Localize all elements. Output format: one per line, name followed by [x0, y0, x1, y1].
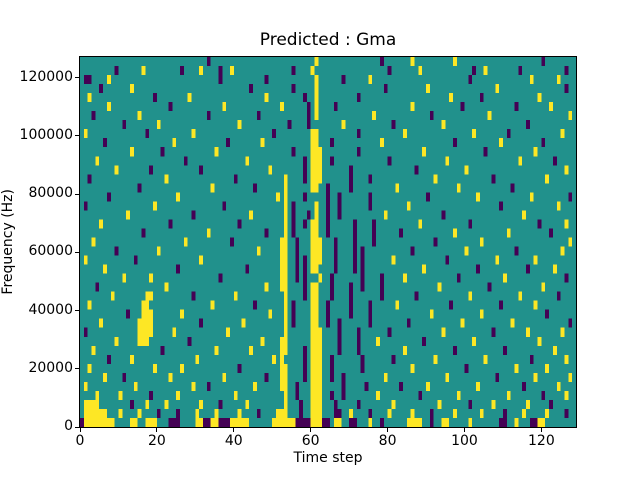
y-tick-mark	[75, 368, 79, 370]
y-tick-label: 40000	[28, 301, 73, 318]
y-tick-label: 100000	[19, 126, 73, 143]
y-tick-mark	[75, 135, 79, 137]
y-tick-label: 0	[64, 418, 73, 434]
x-tick-label: 120	[528, 433, 555, 449]
y-tick-mark	[75, 310, 79, 312]
x-tick-mark	[79, 428, 81, 432]
x-tick-label: 40	[224, 433, 243, 449]
y-tick-mark	[75, 251, 79, 253]
x-tick-mark	[387, 428, 389, 432]
y-tick-mark	[75, 426, 79, 428]
x-tick-mark	[156, 428, 158, 432]
y-tick-label: 20000	[28, 359, 73, 376]
x-tick-label: 20	[147, 433, 166, 449]
y-tick-mark	[75, 77, 79, 79]
x-tick-label: 80	[378, 433, 397, 449]
y-tick-label: 60000	[28, 243, 73, 260]
y-tick-label: 80000	[28, 185, 73, 202]
plot-area	[79, 56, 577, 428]
x-tick-mark	[540, 428, 542, 432]
x-tick-mark	[233, 428, 235, 432]
heatmap-canvas	[80, 57, 576, 427]
x-tick-label: 100	[451, 433, 478, 449]
x-axis-label: Time step	[293, 450, 363, 466]
x-tick-label: 60	[301, 433, 320, 449]
y-axis-label: Frequency (Hz)	[0, 189, 16, 295]
y-tick-mark	[75, 193, 79, 195]
y-tick-label: 120000	[19, 68, 73, 85]
x-tick-label: 0	[75, 433, 85, 449]
plot-title: Predicted : Gma	[259, 30, 397, 50]
x-tick-mark	[463, 428, 465, 432]
y-axis-label-wrap: Frequency (Hz)	[0, 57, 16, 427]
x-tick-mark	[310, 428, 312, 432]
